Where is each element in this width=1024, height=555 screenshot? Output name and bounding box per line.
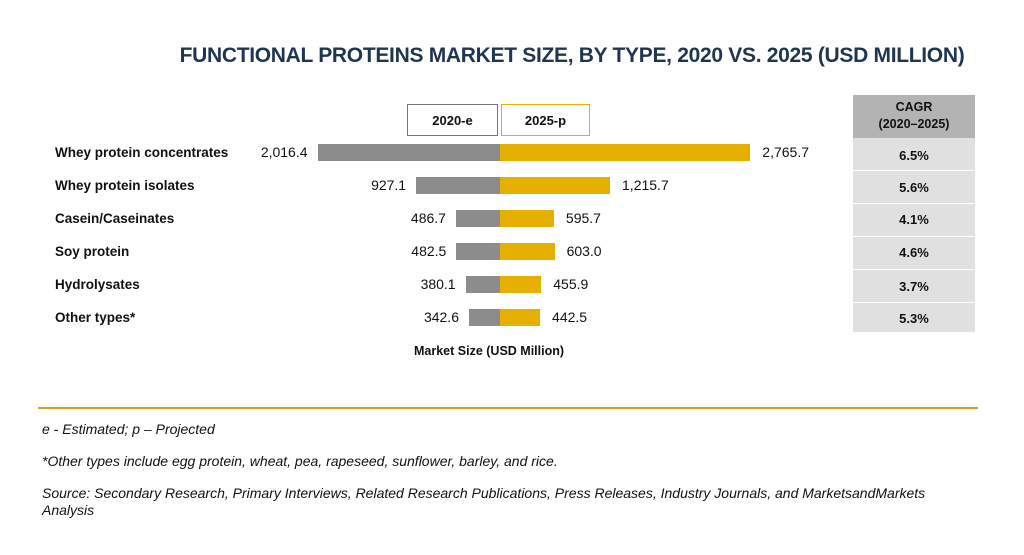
value-label-2020: 2,016.4 (260, 144, 308, 160)
cagr-value: 6.5% (899, 148, 929, 163)
bar-2020 (468, 309, 500, 326)
bar-2025 (500, 276, 542, 293)
value-label-2025: 455.9 (553, 276, 589, 292)
legend-2020: 2020-e (407, 104, 498, 136)
legend-2025: 2025-p (501, 104, 590, 136)
value-label-2025: 2,765.7 (762, 144, 809, 160)
value-label-2025: 595.7 (565, 210, 601, 226)
other-types-note: *Other types include egg protein, wheat,… (42, 453, 558, 469)
cagr-row-separator (853, 269, 975, 270)
value-label-2020: 380.1 (420, 276, 456, 292)
cagr-row-separator (853, 302, 975, 303)
category-label: Casein/Caseinates (55, 211, 175, 226)
category-label: Soy protein (55, 244, 130, 259)
estimate-note: e - Estimated; p – Projected (42, 421, 215, 437)
value-label-2020: 342.6 (423, 309, 459, 325)
value-label-2020: 482.5 (411, 243, 447, 259)
value-label-2020: 927.1 (371, 177, 407, 193)
cagr-row-separator (853, 236, 975, 237)
value-label-2025: 603.0 (566, 243, 602, 259)
bar-2025 (500, 177, 611, 194)
bar-2020 (317, 144, 500, 161)
cagr-header-title: CAGR (895, 100, 933, 114)
x-axis-label: Market Size (USD Million) (414, 344, 565, 358)
bar-2025 (500, 144, 751, 161)
bar-2025 (500, 243, 555, 260)
cagr-row-separator (853, 170, 975, 171)
category-label: Other types* (55, 310, 136, 325)
value-label-2025: 442.5 (552, 309, 588, 325)
footnote-divider (38, 407, 978, 409)
bar-2020 (416, 177, 500, 194)
category-label: Hydrolysates (55, 277, 140, 292)
bar-2020 (465, 276, 500, 293)
bar-2025 (500, 309, 541, 326)
cagr-value: 3.7% (899, 279, 929, 294)
value-label-2020: 486.7 (410, 210, 446, 226)
category-label: Whey protein concentrates (55, 145, 229, 160)
cagr-value: 4.6% (899, 245, 929, 260)
cagr-value: 5.6% (899, 180, 929, 195)
cagr-header-period: (2020–2025) (878, 117, 950, 131)
source-note: Source: Secondary Research, Primary Inte… (42, 485, 926, 518)
bar-2020 (455, 210, 500, 227)
category-label: Whey protein isolates (55, 178, 195, 193)
cagr-value: 5.3% (899, 311, 929, 326)
bar-2020 (456, 243, 500, 260)
value-label-2025: 1,215.7 (622, 177, 669, 193)
cagr-value: 4.1% (899, 212, 929, 227)
cagr-row-separator (853, 203, 975, 204)
cagr-header: CAGR (2020–2025) (853, 95, 975, 138)
bar-2025 (500, 210, 554, 227)
chart-title: FUNCTIONAL PROTEINS MARKET SIZE, BY TYPE… (179, 44, 965, 67)
